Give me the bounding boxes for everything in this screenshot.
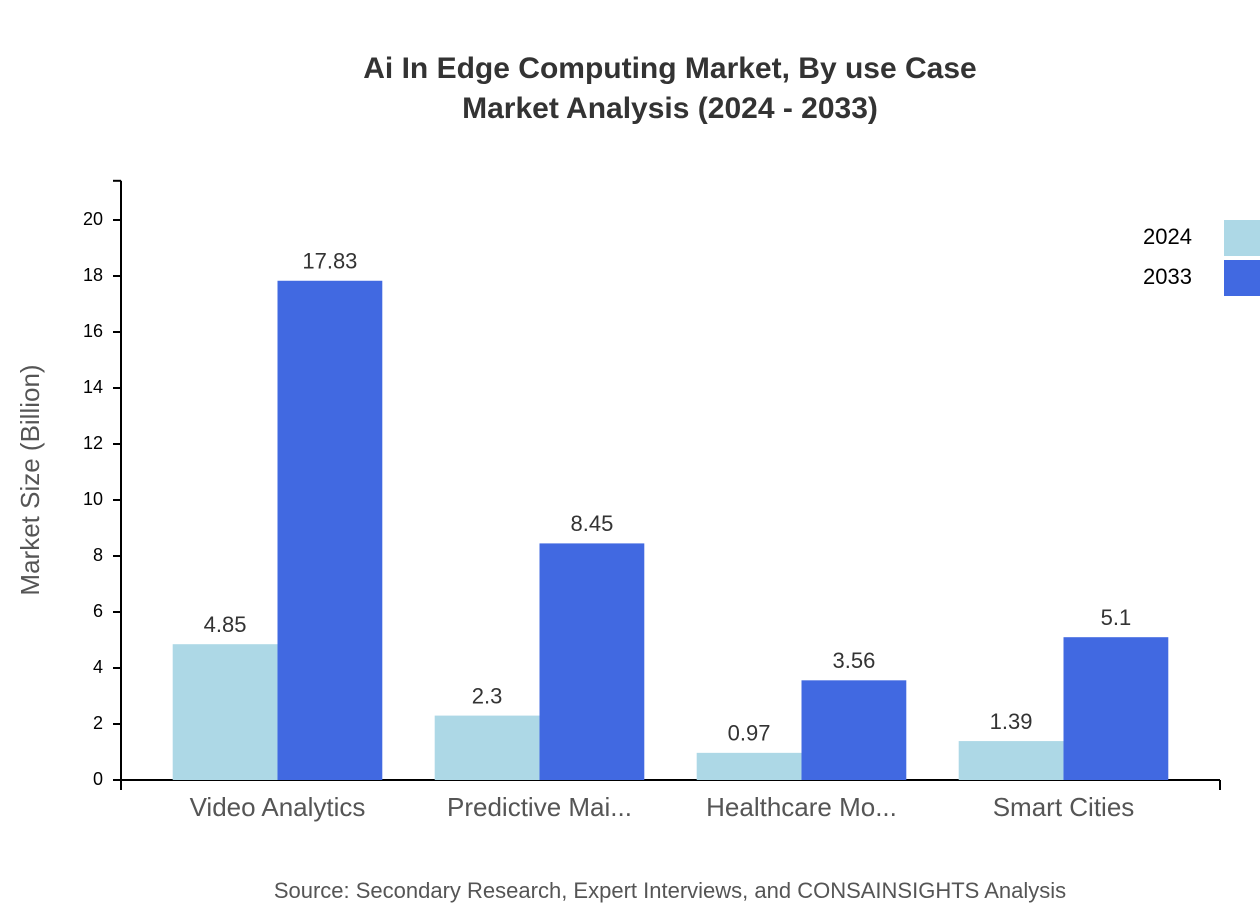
value-label: 3.56	[832, 648, 875, 673]
value-label: 17.83	[302, 249, 357, 274]
bar	[277, 280, 383, 780]
x-tick-label: Video Analytics	[190, 792, 366, 822]
value-label: 5.1	[1101, 605, 1132, 630]
value-label: 8.45	[570, 511, 613, 536]
bar	[539, 543, 645, 780]
bar	[172, 644, 278, 780]
chart-title: Ai In Edge Computing Market, By use Case	[363, 52, 976, 85]
y-tick-label: 14	[83, 377, 103, 397]
y-tick-label: 2	[93, 713, 103, 733]
value-label: 1.39	[990, 709, 1033, 734]
legend-label: 2024	[1143, 224, 1192, 249]
value-label: 0.97	[728, 721, 771, 746]
value-label: 4.85	[204, 612, 247, 637]
value-label: 2.3	[472, 683, 503, 708]
y-tick-label: 10	[83, 489, 103, 509]
legend-swatch	[1224, 260, 1260, 296]
bar	[434, 715, 540, 780]
y-tick-label: 4	[93, 657, 103, 677]
y-tick-label: 18	[83, 265, 103, 285]
chart-subtitle: Market Analysis (2024 - 2033)	[462, 92, 878, 125]
y-tick-label: 12	[83, 433, 103, 453]
x-tick-label: Predictive Mai...	[447, 792, 632, 822]
y-tick-label: 8	[93, 545, 103, 565]
y-tick-label: 0	[93, 769, 103, 789]
legend-swatch	[1224, 220, 1260, 256]
bar	[696, 752, 802, 780]
y-tick-label: 6	[93, 601, 103, 621]
y-tick-label: 20	[83, 209, 103, 229]
bar	[801, 680, 907, 780]
source-note: Source: Secondary Research, Expert Inter…	[274, 878, 1066, 903]
x-tick-label: Smart Cities	[993, 792, 1135, 822]
bar	[1063, 637, 1169, 780]
y-axis-label: Market Size (Billion)	[15, 364, 45, 595]
legend-label: 2033	[1143, 264, 1192, 289]
bar	[958, 741, 1064, 780]
y-tick-label: 16	[83, 321, 103, 341]
x-tick-label: Healthcare Mo...	[706, 792, 897, 822]
